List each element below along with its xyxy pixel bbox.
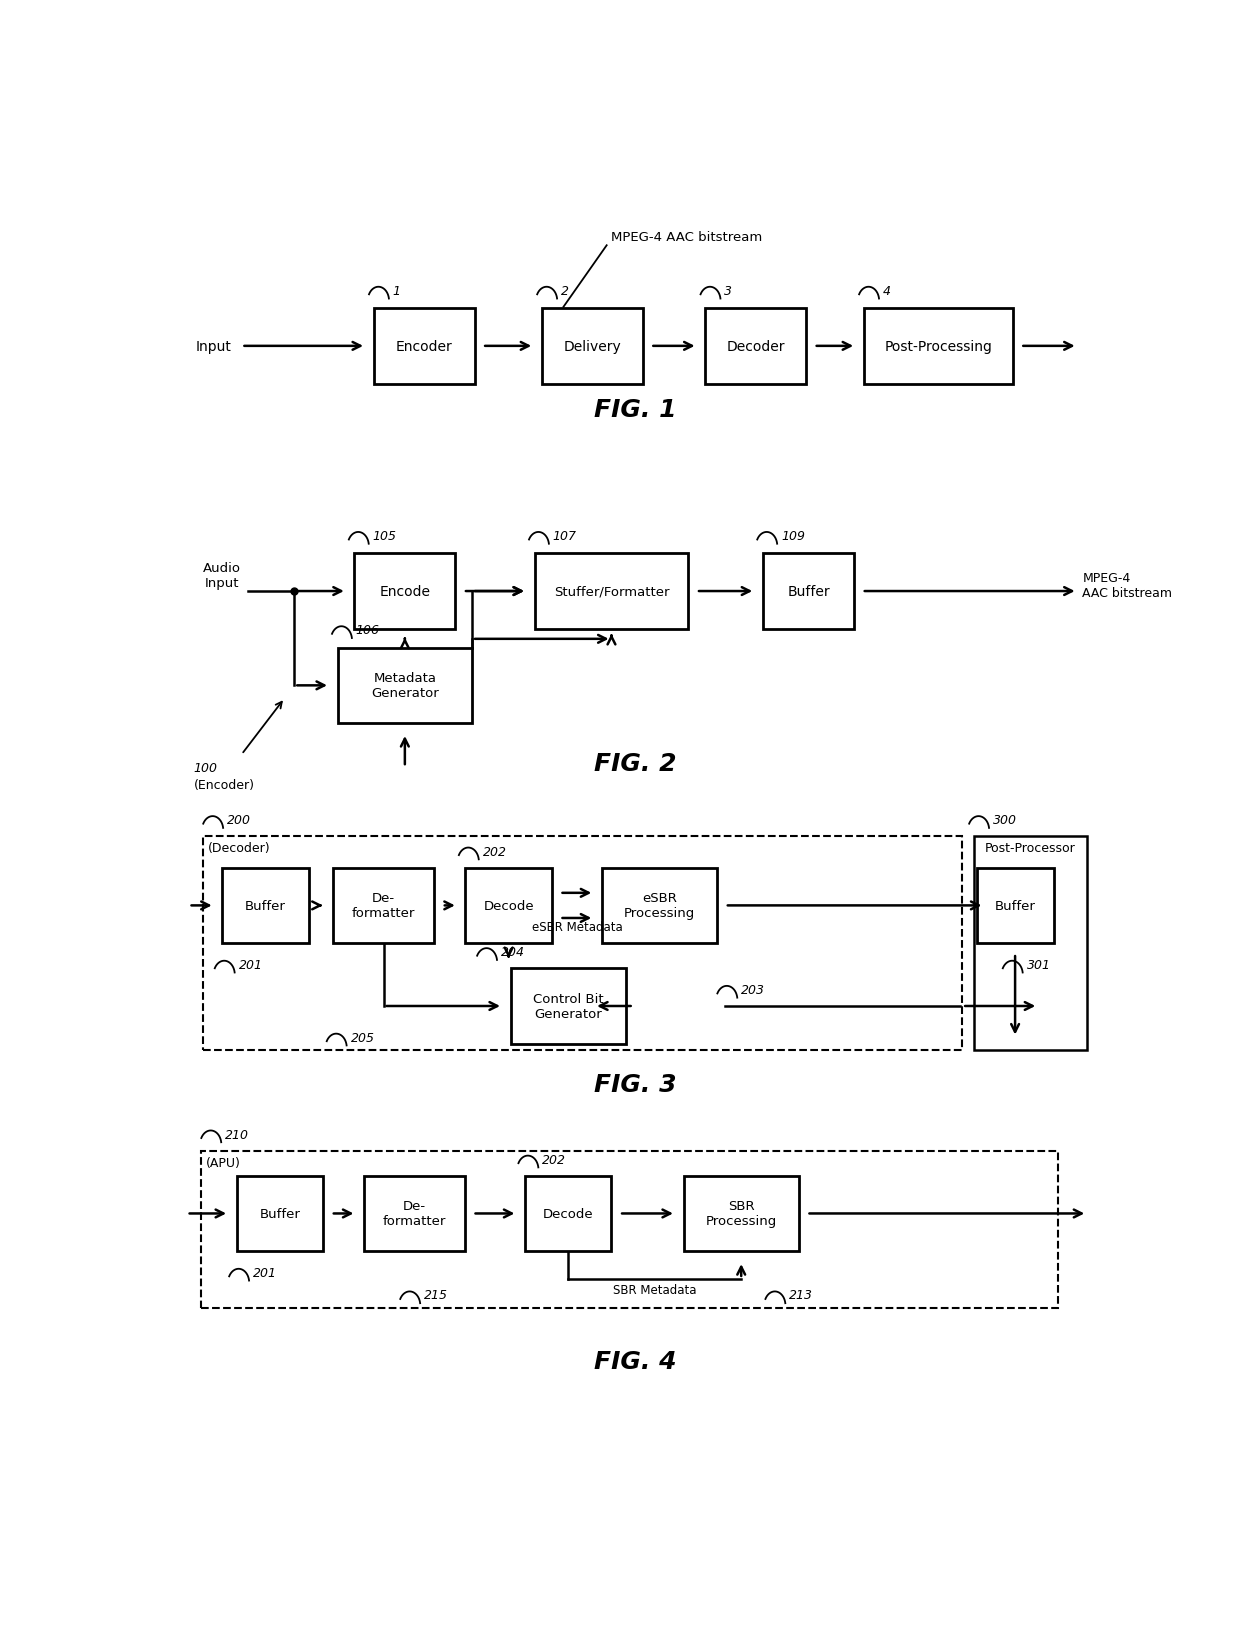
Text: Decode: Decode xyxy=(543,1208,594,1221)
Text: SBR Metadata: SBR Metadata xyxy=(613,1283,697,1296)
Text: 205: 205 xyxy=(351,1031,374,1044)
Text: 202: 202 xyxy=(542,1152,567,1165)
Text: Decode: Decode xyxy=(484,899,534,912)
FancyBboxPatch shape xyxy=(237,1177,324,1252)
Text: 106: 106 xyxy=(356,623,379,636)
Text: Buffer: Buffer xyxy=(259,1208,300,1221)
Text: Post-Processing: Post-Processing xyxy=(884,339,992,354)
Text: 201: 201 xyxy=(253,1266,277,1279)
FancyBboxPatch shape xyxy=(534,553,688,630)
Text: Input: Input xyxy=(196,339,232,354)
FancyBboxPatch shape xyxy=(601,868,717,943)
Text: 301: 301 xyxy=(1027,958,1050,971)
Text: 210: 210 xyxy=(226,1128,249,1141)
Text: FIG. 3: FIG. 3 xyxy=(594,1072,677,1097)
Text: (APU): (APU) xyxy=(206,1155,241,1169)
Text: FIG. 4: FIG. 4 xyxy=(594,1348,677,1373)
Text: 213: 213 xyxy=(789,1289,813,1302)
Text: 3: 3 xyxy=(724,284,733,297)
Text: 4: 4 xyxy=(883,284,892,297)
Text: Delivery: Delivery xyxy=(563,339,621,354)
Text: Buffer: Buffer xyxy=(994,899,1035,912)
Text: (Encoder): (Encoder) xyxy=(193,778,254,792)
Text: 202: 202 xyxy=(482,845,507,858)
Text: 200: 200 xyxy=(227,814,250,827)
FancyBboxPatch shape xyxy=(334,868,434,943)
Text: Buffer: Buffer xyxy=(246,899,286,912)
Text: 2: 2 xyxy=(560,284,569,297)
FancyBboxPatch shape xyxy=(373,308,475,385)
FancyBboxPatch shape xyxy=(222,868,309,943)
FancyBboxPatch shape xyxy=(337,648,472,723)
FancyBboxPatch shape xyxy=(763,553,854,630)
FancyBboxPatch shape xyxy=(706,308,806,385)
FancyBboxPatch shape xyxy=(355,553,455,630)
FancyBboxPatch shape xyxy=(977,868,1054,943)
Text: eSBR
Processing: eSBR Processing xyxy=(624,891,696,920)
FancyBboxPatch shape xyxy=(683,1177,799,1252)
Text: SBR
Processing: SBR Processing xyxy=(706,1200,776,1227)
FancyBboxPatch shape xyxy=(511,969,626,1044)
Text: 100: 100 xyxy=(193,761,217,774)
Text: Decoder: Decoder xyxy=(727,339,785,354)
Text: 203: 203 xyxy=(742,984,765,996)
Text: 109: 109 xyxy=(781,530,805,543)
Text: Metadata
Generator: Metadata Generator xyxy=(371,672,439,700)
Text: FIG. 2: FIG. 2 xyxy=(594,752,677,775)
Text: 105: 105 xyxy=(373,530,397,543)
Text: 215: 215 xyxy=(424,1289,448,1302)
FancyBboxPatch shape xyxy=(525,1177,611,1252)
Text: Audio
Input: Audio Input xyxy=(203,561,242,589)
Text: Post-Processor: Post-Processor xyxy=(985,842,1076,855)
Text: De-
formatter: De- formatter xyxy=(383,1200,446,1227)
Text: 201: 201 xyxy=(238,958,263,971)
Text: Encode: Encode xyxy=(379,584,430,599)
Text: (Decoder): (Decoder) xyxy=(208,842,270,855)
Text: MPEG-4 AAC bitstream: MPEG-4 AAC bitstream xyxy=(611,230,763,243)
Text: 204: 204 xyxy=(501,945,525,958)
Text: 300: 300 xyxy=(993,814,1017,827)
Text: Stuffer/Formatter: Stuffer/Formatter xyxy=(554,586,670,599)
FancyBboxPatch shape xyxy=(864,308,1013,385)
FancyBboxPatch shape xyxy=(365,1177,465,1252)
FancyBboxPatch shape xyxy=(542,308,642,385)
Text: Control Bit
Generator: Control Bit Generator xyxy=(533,992,604,1020)
Text: 107: 107 xyxy=(553,530,577,543)
Text: FIG. 1: FIG. 1 xyxy=(594,398,677,421)
FancyBboxPatch shape xyxy=(465,868,552,943)
Text: Buffer: Buffer xyxy=(787,584,830,599)
Text: MPEG-4
AAC bitstream: MPEG-4 AAC bitstream xyxy=(1083,571,1172,599)
Text: Encoder: Encoder xyxy=(396,339,453,354)
Text: 1: 1 xyxy=(393,284,401,297)
Text: eSBR Metadata: eSBR Metadata xyxy=(532,920,622,934)
Text: De-
formatter: De- formatter xyxy=(352,891,415,920)
